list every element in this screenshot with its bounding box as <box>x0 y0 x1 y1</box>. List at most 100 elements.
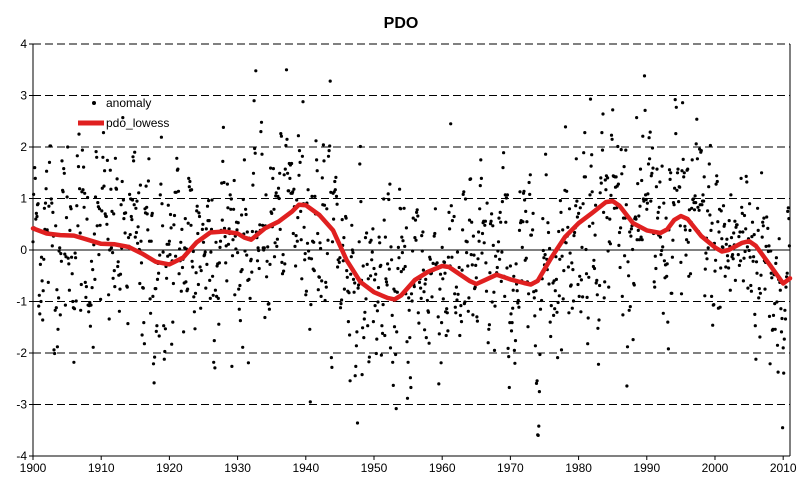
legend-item-pdo-lowess: pdo_lowess <box>78 116 169 130</box>
anomaly-point <box>129 214 133 219</box>
anomaly-point <box>538 352 542 357</box>
anomaly-point <box>103 169 107 173</box>
anomaly-point <box>291 231 295 236</box>
anomaly-point <box>452 214 456 219</box>
anomaly-point <box>559 348 564 352</box>
anomaly-point <box>589 164 593 168</box>
anomaly-point <box>769 249 773 253</box>
anomaly-point <box>674 132 678 136</box>
anomaly-point <box>416 311 420 315</box>
anomaly-point <box>190 259 194 263</box>
anomaly-point <box>751 259 755 263</box>
anomaly-point <box>527 180 531 185</box>
anomaly-point <box>406 360 410 364</box>
anomaly-point <box>320 176 324 180</box>
anomaly-point <box>301 100 305 104</box>
anomaly-point <box>721 204 726 208</box>
anomaly-point <box>166 203 170 207</box>
anomaly-point <box>391 360 395 364</box>
anomaly-point <box>162 357 166 361</box>
anomaly-point <box>84 285 88 289</box>
anomaly-point <box>72 360 76 364</box>
anomaly-point <box>290 161 294 166</box>
anomaly-point <box>309 303 313 307</box>
x-tick-label: 1930 <box>224 461 251 475</box>
anomaly-point <box>75 154 79 158</box>
anomaly-point <box>653 285 657 289</box>
anomaly-point <box>442 260 447 264</box>
anomaly-point <box>170 342 174 346</box>
anomaly-point <box>588 193 592 197</box>
anomaly-point <box>147 157 151 161</box>
anomaly-point <box>682 175 686 179</box>
anomaly-point <box>518 190 522 194</box>
anomaly-point <box>414 238 418 242</box>
anomaly-point <box>588 97 593 101</box>
anomaly-point <box>498 257 502 261</box>
anomaly-point <box>88 300 92 305</box>
anomaly-point <box>141 286 145 290</box>
anomaly-point <box>398 187 402 191</box>
x-tick-label: 2000 <box>702 461 729 475</box>
y-tick-label: -2 <box>16 346 27 360</box>
anomaly-point <box>284 68 289 72</box>
anomaly-point <box>761 224 765 228</box>
anomaly-point <box>55 345 60 349</box>
anomaly-point <box>600 148 605 152</box>
anomaly-point <box>397 256 401 260</box>
anomaly-point <box>537 424 541 428</box>
anomaly-point <box>190 188 194 192</box>
anomaly-point <box>101 155 105 159</box>
anomaly-point <box>169 226 173 230</box>
anomaly-point <box>383 235 387 239</box>
anomaly-point <box>752 255 756 259</box>
anomaly-point <box>357 283 361 287</box>
anomaly-point <box>203 253 207 257</box>
anomaly-point <box>574 204 578 208</box>
anomaly-point <box>780 316 784 321</box>
anomaly-point <box>167 239 171 243</box>
anomaly-point <box>388 346 393 350</box>
anomaly-point <box>768 362 772 366</box>
anomaly-point <box>211 293 215 297</box>
anomaly-point <box>681 101 685 105</box>
anomaly-point <box>525 220 529 224</box>
anomaly-point <box>683 224 687 228</box>
anomaly-point <box>46 280 50 284</box>
anomaly-point <box>109 187 113 191</box>
anomaly-point <box>92 232 96 236</box>
anomaly-point <box>304 293 308 297</box>
anomaly-point <box>98 223 102 227</box>
anomaly-point <box>704 251 708 255</box>
anomaly-point <box>362 317 366 321</box>
anomaly-point <box>498 210 502 214</box>
anomaly-point <box>93 277 97 281</box>
anomaly-point <box>440 245 444 249</box>
anomaly-point <box>159 182 163 186</box>
anomaly-point <box>296 216 300 220</box>
anomaly-point <box>725 254 730 258</box>
anomaly-point <box>373 278 377 282</box>
anomaly-point <box>238 319 242 323</box>
anomaly-point <box>151 362 156 366</box>
anomaly-point <box>544 173 548 177</box>
anomaly-point <box>513 361 517 365</box>
anomaly-point <box>135 199 139 203</box>
anomaly-point <box>358 144 362 149</box>
anomaly-point <box>752 233 756 237</box>
anomaly-point <box>779 330 784 334</box>
anomaly-point <box>217 322 221 326</box>
anomaly-point <box>191 249 195 254</box>
anomaly-point <box>694 201 698 205</box>
anomaly-point <box>344 216 348 220</box>
anomaly-point <box>285 137 289 141</box>
anomaly-point <box>50 244 54 248</box>
anomaly-point <box>56 327 60 331</box>
anomaly-point <box>176 167 180 171</box>
anomaly-point <box>536 433 540 437</box>
anomaly-point <box>449 122 453 126</box>
anomaly-point <box>761 220 765 224</box>
anomaly-point <box>603 178 607 182</box>
anomaly-point <box>497 216 501 220</box>
